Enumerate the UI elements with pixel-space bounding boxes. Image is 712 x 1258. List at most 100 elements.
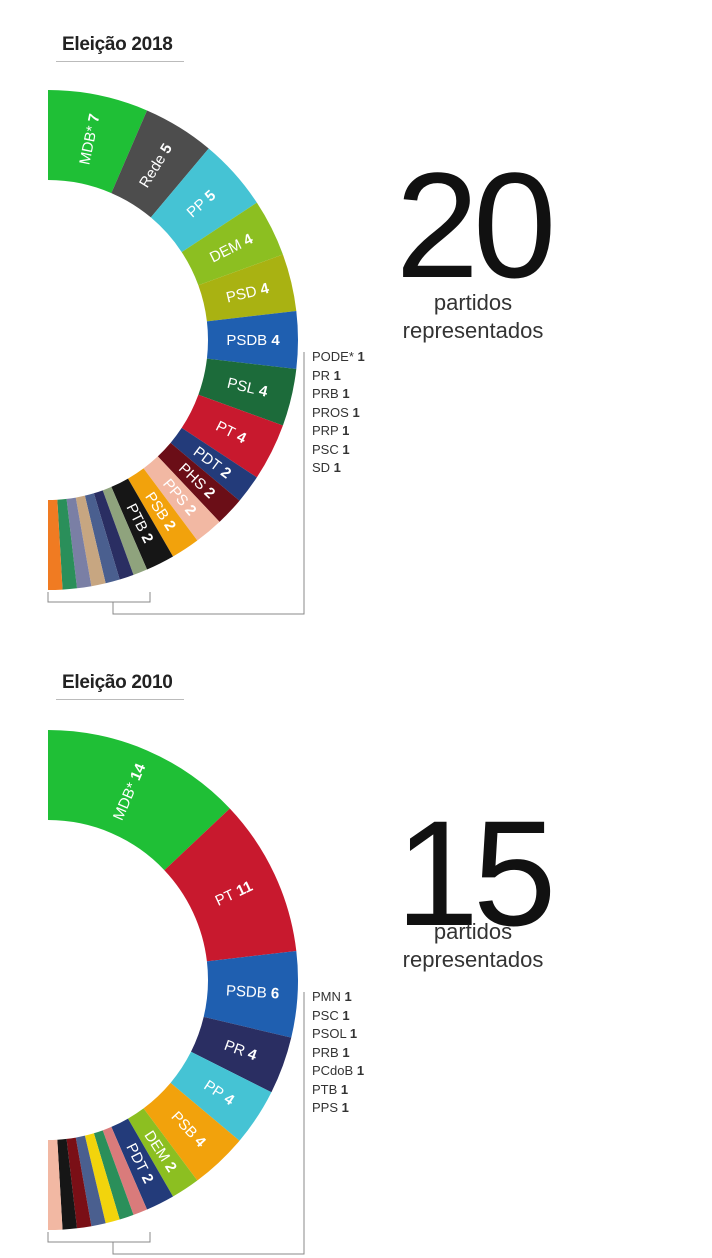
small-party-name: PRP (312, 423, 343, 438)
small-party-row: PRB 1 (312, 1044, 364, 1063)
small-party-seats: 1 (342, 386, 350, 401)
donut-segment-sd (48, 499, 63, 590)
small-party-row: PSC 1 (312, 441, 365, 460)
small-party-seats: 1 (340, 1081, 349, 1097)
donut-segment-dem (181, 202, 283, 286)
donut-segment-psdb (203, 950, 299, 1038)
donut-segment-psb (128, 468, 198, 557)
donut-segment-ptb (57, 1138, 78, 1230)
small-party-row: PSC 1 (312, 1007, 364, 1026)
chart-title: Eleição 2018 (62, 34, 173, 55)
donut-segment-ptb (111, 478, 173, 570)
donut-segment-psc (93, 1130, 134, 1220)
segment-seat-count: 4 (254, 279, 271, 299)
legend-bracket (47, 992, 305, 1255)
small-party-row: PODE* 1 (312, 348, 365, 367)
small-party-seats: 1 (342, 423, 350, 438)
title-underline (56, 61, 184, 62)
small-party-name: PSC (312, 1007, 343, 1023)
segment-party-name: PSD (224, 282, 258, 306)
small-party-seats: 1 (333, 367, 341, 383)
small-party-row: PR 1 (312, 367, 365, 386)
segment-party-name: PR (222, 1036, 248, 1059)
party-count-caption-line2: representados (402, 318, 544, 343)
segment-label: PSDB 6 (226, 982, 280, 1002)
segment-party-name: PSDB (226, 982, 268, 1001)
small-party-seats: 1 (352, 404, 360, 420)
small-party-seats: 1 (344, 989, 352, 1004)
donut-segment-psd (198, 254, 297, 322)
small-party-name: PSOL (312, 1026, 350, 1041)
donut-segment-dem (128, 1108, 198, 1197)
small-party-name: PRB (312, 1044, 343, 1060)
small-party-row: PCdoB 1 (312, 1062, 364, 1081)
small-parties-list: PODE* 1 PR 1 PRB 1 PROS 1 PRP 1 PSC 1 SD 1 (312, 348, 365, 478)
segment-seat-count: 11 (230, 877, 255, 901)
donut-segment-pode (102, 486, 148, 575)
segment-seat-count: 6 (266, 984, 279, 1002)
small-party-row: PTB 1 (312, 1081, 364, 1100)
party-count-caption-line1: partidos (433, 919, 513, 944)
donut-segment-prb (75, 1135, 106, 1227)
donut-segment-mdb (48, 90, 148, 194)
segment-seat-count: 7 (84, 112, 103, 128)
small-party-name: SD (312, 460, 334, 475)
donut-segment-pps (143, 456, 220, 541)
small-party-name: PPS (312, 1100, 342, 1115)
small-party-name: PSC (312, 441, 343, 457)
donut-segment-pp (170, 1051, 272, 1141)
donut-segment-phs (157, 442, 240, 522)
segment-label: PSDB 4 (226, 332, 280, 349)
small-party-seats: 1 (341, 1100, 349, 1115)
small-party-name: PR (312, 367, 334, 383)
donut-segment-psdb (206, 310, 299, 370)
donut-segment-pp (150, 148, 257, 253)
donut-segment-pros (75, 495, 106, 587)
small-party-seats: 1 (342, 1007, 350, 1023)
small-party-row: PSOL 1 (312, 1025, 364, 1044)
title-underline (56, 699, 184, 700)
segment-party-name: PT (213, 417, 238, 441)
segment-label: PR 4 (222, 1036, 260, 1064)
small-parties-list: PMN 1 PSC 1 PSOL 1 PRB 1 PCdoB 1 PTB 1 PPS 1 (312, 988, 364, 1118)
small-party-row: SD 1 (312, 459, 365, 478)
donut-segment-prp (66, 497, 92, 589)
donut-segment-pdt (111, 1118, 173, 1210)
small-party-name: PRB (312, 386, 343, 401)
chart-title: Eleição 2010 (62, 672, 173, 693)
small-party-row: PPS 1 (312, 1099, 364, 1118)
segment-party-name: PT (212, 886, 237, 910)
donut-segment-pt (164, 808, 297, 962)
donut-segment-psl (198, 358, 297, 426)
legend-bracket (47, 352, 305, 615)
donut-segment-prb (84, 493, 120, 584)
party-count-caption-line2: representados (402, 947, 544, 972)
donut-segment-pps (48, 1139, 63, 1230)
donut-segment-psb (143, 1082, 240, 1181)
donut-segment-mdb (48, 730, 230, 871)
segment-label: PT 11 (212, 877, 255, 909)
small-party-seats: 1 (342, 441, 350, 457)
small-party-row: PROS 1 (312, 404, 365, 423)
segment-seat-count: 4 (267, 332, 280, 349)
donut-segment-psol (84, 1133, 120, 1224)
small-party-row: PRP 1 (312, 422, 365, 441)
small-party-name: PODE* (312, 349, 358, 364)
small-party-seats: 1 (357, 349, 365, 364)
small-party-row: PRB 1 (312, 385, 365, 404)
donut-segment-rede (111, 110, 209, 218)
small-party-name: PROS (312, 404, 353, 420)
small-party-name: PCdoB (312, 1063, 357, 1078)
donut-segment-pr (93, 490, 134, 580)
segment-party-name: PSL (226, 374, 258, 397)
party-count-number: 15 (395, 789, 557, 957)
donut-segment-pr (190, 1016, 292, 1093)
small-party-name: PMN (312, 989, 345, 1004)
small-party-name: PTB (312, 1081, 341, 1097)
small-party-seats: 1 (356, 1063, 365, 1078)
donut-segment-pt (181, 394, 283, 478)
